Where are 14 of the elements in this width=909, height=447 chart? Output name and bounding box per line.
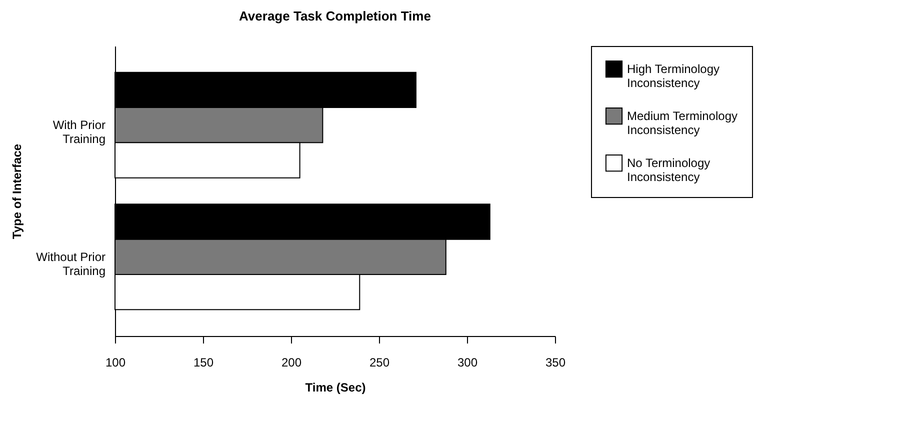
x-tick-label: 300 [457, 356, 478, 370]
x-axis-title: Time (Sec) [305, 380, 366, 394]
chart-title: Average Task Completion Time [239, 8, 431, 24]
legend-label: Medium Terminology Inconsistency [627, 109, 738, 137]
x-tick-label: 250 [369, 356, 390, 370]
legend-label: High Terminology Inconsistency [627, 62, 720, 90]
x-tick-label: 100 [105, 356, 126, 370]
x-tick-label: 350 [545, 356, 566, 370]
legend-label: No Terminology Inconsistency [627, 156, 710, 184]
x-tick-label: 200 [281, 356, 302, 370]
x-tick-label: 150 [193, 356, 214, 370]
y-tick-label: With Prior Training [52, 118, 106, 146]
y-tick-label: Without Prior Training [36, 250, 106, 278]
y-axis-title: Type of Interface [10, 144, 24, 240]
